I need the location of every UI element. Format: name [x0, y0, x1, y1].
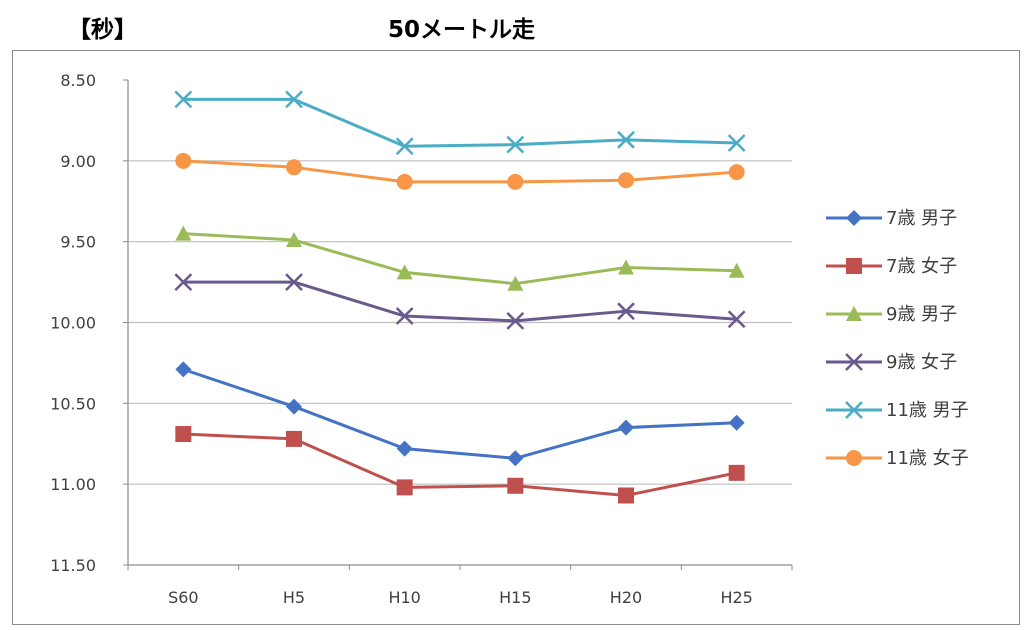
- data-point: [728, 262, 745, 278]
- data-point: [618, 172, 634, 189]
- data-point: [395, 137, 414, 156]
- data-point: [617, 130, 635, 149]
- data-point: [175, 225, 192, 241]
- x-tick-label: S60: [168, 588, 199, 607]
- data-point: [506, 311, 525, 330]
- y-tick-label: 8.50: [60, 71, 96, 90]
- data-point: [175, 361, 192, 378]
- data-point: [507, 275, 524, 291]
- data-point: [395, 307, 414, 325]
- chart-title: 50メートル走: [388, 17, 536, 43]
- y-axis-unit-label: 【秒】: [68, 17, 137, 43]
- data-point: [507, 173, 524, 190]
- series-line: [183, 97, 737, 148]
- data-point: [618, 419, 634, 436]
- series-line: [183, 159, 737, 184]
- y-tick-label: 11.00: [50, 475, 96, 494]
- legend-swatch-marker: [845, 401, 863, 419]
- x-tick-label: H5: [283, 588, 305, 607]
- x-tick-label: H15: [499, 588, 531, 607]
- y-tick-label: 10.00: [50, 314, 96, 333]
- data-point: [396, 173, 413, 190]
- data-point: [727, 310, 746, 329]
- data-point: [727, 134, 746, 152]
- legend-entry: 7歳 女子: [886, 256, 957, 277]
- data-point: [174, 90, 193, 109]
- y-tick-label: 9.50: [60, 233, 96, 252]
- legend-entry: 9歳 男子: [886, 304, 957, 325]
- data-point: [618, 259, 634, 275]
- data-point: [174, 273, 193, 291]
- data-point: [507, 477, 524, 494]
- legend-entry: 11歳 女子: [886, 448, 969, 469]
- legend-swatch-marker: [846, 450, 862, 466]
- y-tick-label: 9.00: [60, 152, 96, 171]
- data-point: [728, 164, 745, 181]
- legend-swatch-marker: [846, 210, 862, 226]
- data-point: [175, 426, 192, 443]
- data-point: [286, 430, 302, 447]
- data-point: [175, 152, 192, 169]
- x-tick-label: H20: [610, 588, 642, 607]
- data-point: [617, 302, 635, 321]
- legend-entry: 7歳 男子: [886, 208, 957, 229]
- data-point: [728, 414, 745, 431]
- data-point: [506, 135, 525, 154]
- data-point: [618, 487, 634, 504]
- data-point: [286, 232, 302, 248]
- series-line: [183, 432, 737, 497]
- y-tick-label: 11.50: [50, 556, 96, 575]
- legend-entry: 9歳 女子: [886, 352, 957, 373]
- series-line: [182, 367, 737, 460]
- x-tick-label: H25: [720, 588, 752, 607]
- data-point: [286, 398, 302, 415]
- data-point: [285, 273, 303, 291]
- data-point: [396, 479, 413, 496]
- legend-swatch-marker: [846, 258, 862, 274]
- legend-swatch-marker: [845, 353, 863, 371]
- series-line: [183, 232, 737, 286]
- legend-entry: 11歳 男子: [886, 400, 969, 421]
- data-point: [507, 450, 524, 467]
- data-point: [728, 464, 745, 481]
- x-tick-label: H10: [388, 588, 420, 607]
- data-point: [396, 264, 413, 280]
- data-point: [285, 90, 303, 109]
- data-point: [286, 159, 302, 176]
- legend-swatch-marker: [846, 306, 862, 321]
- data-point: [396, 440, 413, 457]
- series-line: [183, 280, 737, 323]
- y-tick-label: 10.50: [50, 394, 96, 413]
